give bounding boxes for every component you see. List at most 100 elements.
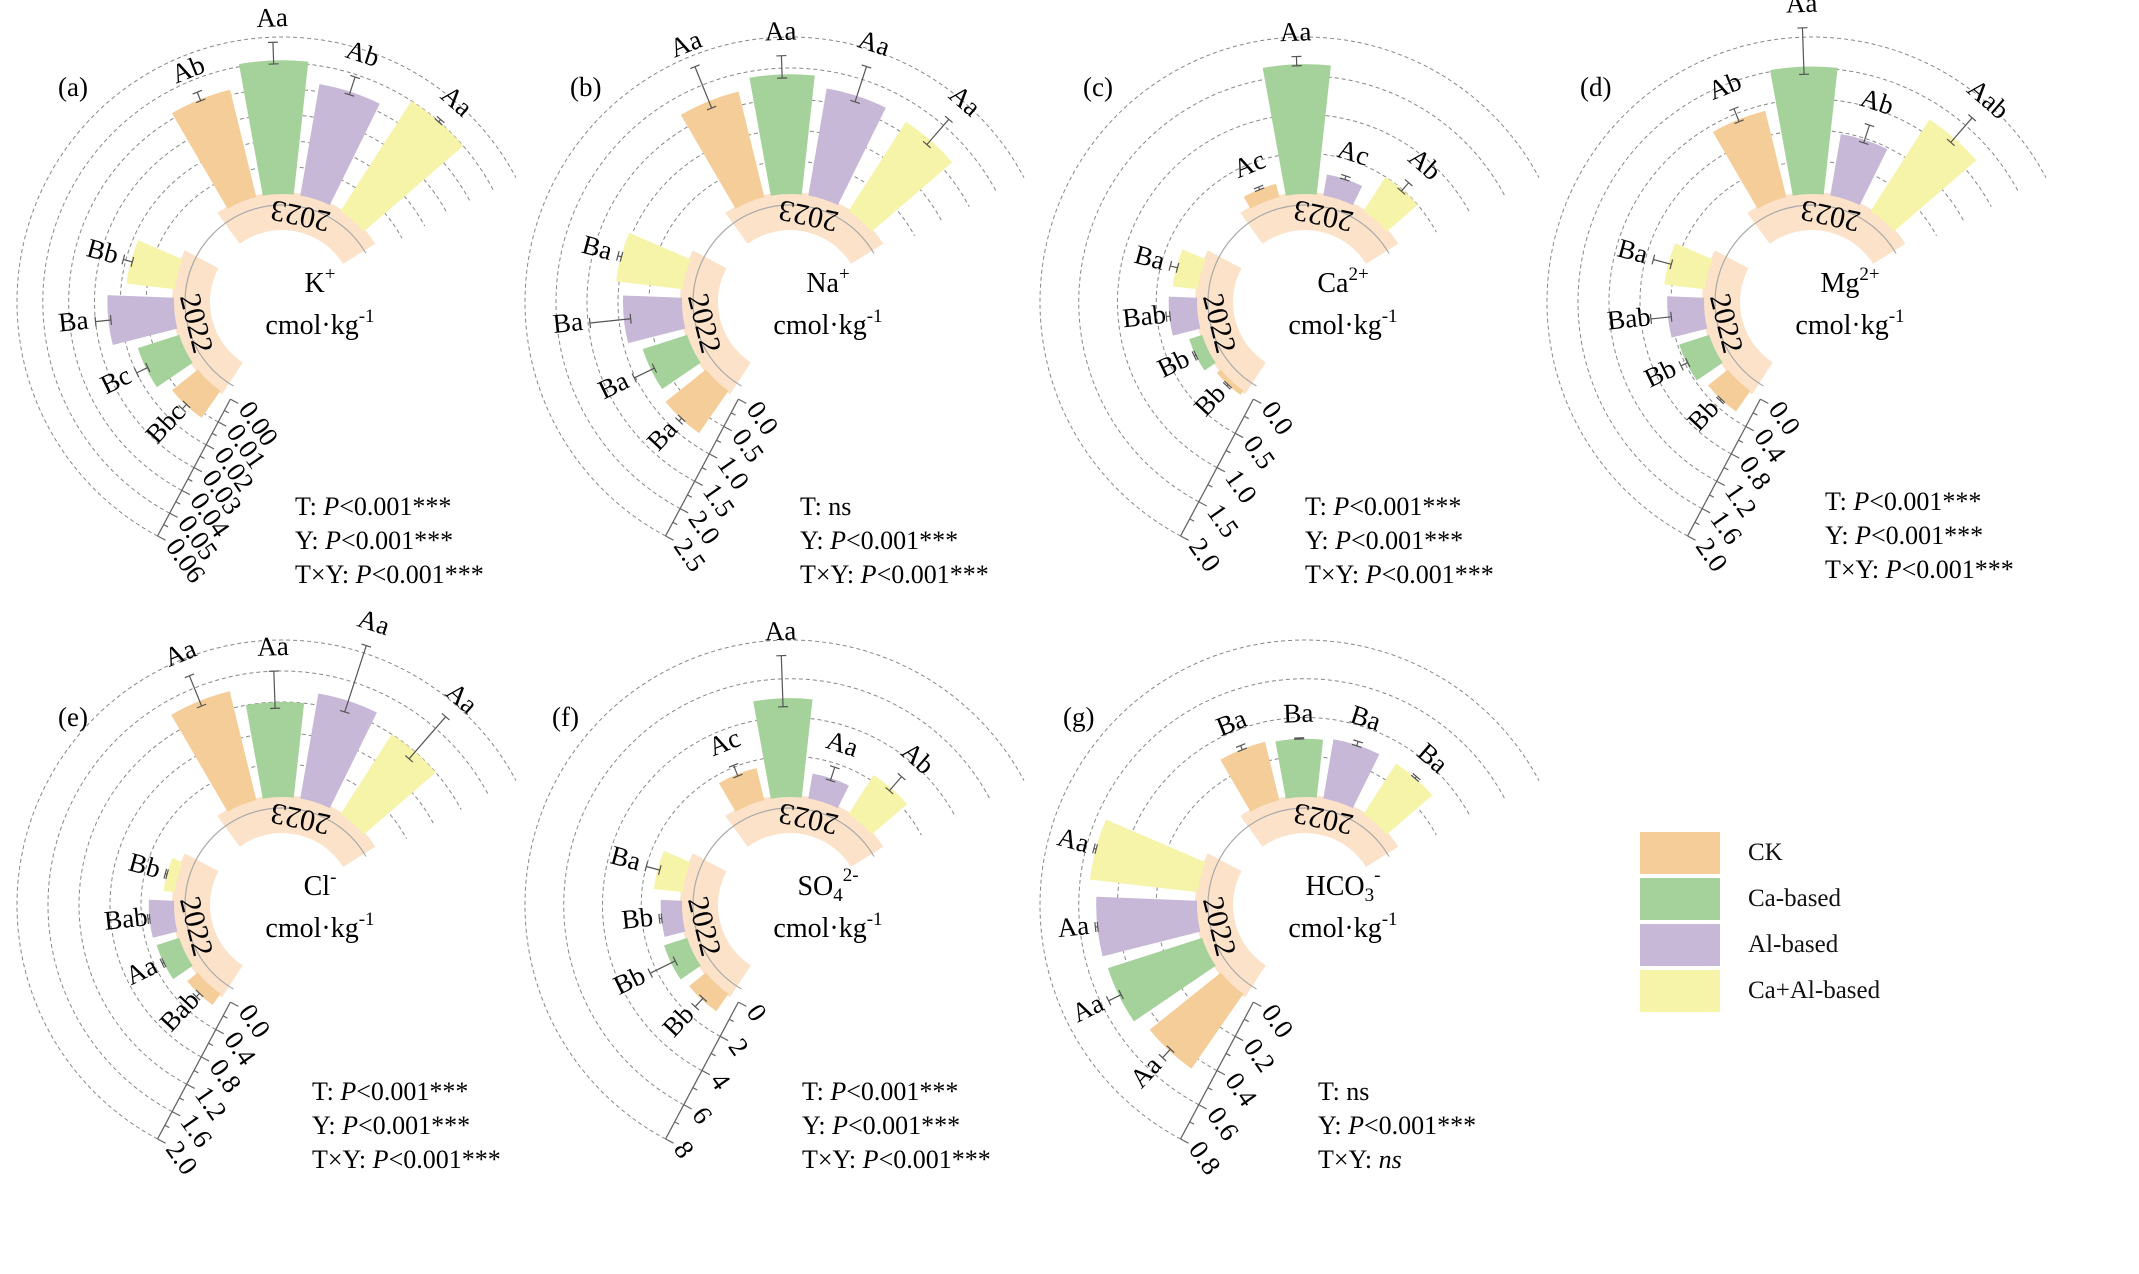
error-bar	[273, 671, 276, 709]
error-cap	[1397, 187, 1406, 195]
significance-letter: Bab	[103, 901, 149, 935]
significance-letter: Ba	[1283, 698, 1314, 729]
error-cap	[1254, 187, 1265, 193]
axis-tick	[1243, 415, 1249, 420]
error-bar	[1356, 741, 1359, 747]
axis-tick	[193, 1070, 199, 1074]
inner-circle	[184, 807, 367, 990]
bar-2022-ca-based	[1189, 334, 1216, 371]
significance-letter: Bb	[1153, 343, 1194, 384]
significance-letter: Aa	[1067, 988, 1108, 1029]
error-cap	[644, 861, 649, 872]
significance-letter: Bb	[84, 233, 122, 270]
error-cap	[344, 92, 355, 97]
error-bar	[136, 366, 149, 374]
significance-letter: Ba	[641, 414, 683, 456]
error-cap	[404, 755, 414, 763]
panel-label: (e)	[58, 702, 88, 732]
error-bar	[1950, 117, 1973, 143]
error-bar	[1240, 745, 1243, 751]
error-cap	[146, 914, 150, 925]
axis-tick	[179, 1097, 185, 1101]
significance-letter: Aa	[435, 79, 478, 122]
unit-label: cmol·kg-1	[1795, 306, 1904, 341]
error-cap	[615, 250, 620, 261]
significance-letter: Bc	[96, 360, 136, 400]
significance-letter: Ba	[607, 840, 644, 877]
error-cap	[1166, 1045, 1175, 1054]
error-bar	[1650, 316, 1672, 320]
axis-tick	[169, 512, 178, 518]
stat-line: T: ns	[800, 492, 851, 521]
axis-tick	[1234, 432, 1244, 439]
legend-item-ck: CK	[1640, 830, 1880, 876]
axis-tick	[665, 535, 674, 541]
bar-2023-ca-based	[1770, 66, 1838, 196]
axis-tick	[193, 467, 203, 473]
axis-tick	[728, 1018, 734, 1023]
error-cap	[619, 251, 624, 262]
grid-circle	[617, 129, 943, 455]
unit-label: cmol·kg-1	[773, 909, 882, 944]
axis-tick	[701, 467, 707, 471]
significance-letter: Ba	[1412, 737, 1454, 779]
error-bar	[732, 765, 739, 777]
axis-tick	[719, 1035, 729, 1042]
error-cap	[1168, 311, 1172, 322]
significance-letter: Ab	[342, 34, 383, 73]
error-cap	[1412, 772, 1421, 781]
legend-swatch-al-based	[1640, 924, 1720, 966]
error-cap	[1410, 774, 1420, 783]
error-bar	[195, 992, 201, 998]
error-cap	[1967, 114, 1977, 122]
error-bar	[408, 716, 447, 760]
significance-letter: Bb	[126, 847, 164, 884]
axis-tick	[738, 398, 747, 404]
bar-2022-ca-al-based	[1664, 243, 1713, 290]
stat-line: T: ns	[1318, 1077, 1369, 1106]
axis-tick	[1716, 480, 1725, 486]
legend-item-al-based: Al-based	[1640, 922, 1880, 968]
error-cap	[121, 254, 126, 265]
grid-circle	[47, 670, 490, 1113]
error-cap	[109, 314, 113, 326]
error-bar	[634, 367, 655, 379]
error-cap	[1670, 311, 1673, 322]
stat-line: T: P<0.001***	[1305, 492, 1461, 521]
axis-tick	[208, 1042, 214, 1047]
error-cap	[361, 643, 372, 648]
bar-2023-ck	[680, 91, 765, 209]
error-cap	[677, 414, 686, 423]
grid-circle	[1577, 67, 2020, 510]
axis-tick	[1207, 484, 1213, 488]
error-cap	[1253, 184, 1264, 190]
axis-tick	[1216, 1070, 1226, 1076]
axis-tick	[1709, 494, 1715, 498]
bar-2022-ck	[187, 972, 221, 1005]
axis-tick	[1738, 439, 1744, 444]
grid-circle	[1039, 36, 1540, 537]
significance-letter: Aa	[764, 15, 797, 46]
bar-2022-ca-based	[1107, 937, 1216, 1022]
significance-letter: Ba	[1614, 233, 1651, 270]
axis-tick	[230, 1001, 239, 1007]
error-cap	[1669, 259, 1674, 270]
error-cap	[165, 869, 169, 880]
bar-2023-ca-al-based	[340, 734, 436, 835]
bar-2023-al-based	[1323, 739, 1380, 809]
grid-circle	[16, 639, 517, 1140]
error-cap	[1864, 123, 1875, 128]
grid-circle	[524, 36, 1025, 537]
bar-2022-ck	[1216, 369, 1244, 395]
stat-line: Y: P<0.001***	[312, 1111, 470, 1140]
error-cap	[897, 772, 906, 781]
error-bar	[1108, 994, 1122, 1002]
error-cap	[1717, 395, 1726, 404]
significance-letter: Aa	[943, 79, 986, 122]
unit-label: cmol·kg-1	[1288, 909, 1397, 944]
bar-2023-ca-based	[1275, 738, 1324, 799]
stat-line: T×Y: P<0.001***	[295, 560, 484, 589]
error-bar	[1653, 258, 1672, 265]
error-cap	[1222, 382, 1231, 390]
